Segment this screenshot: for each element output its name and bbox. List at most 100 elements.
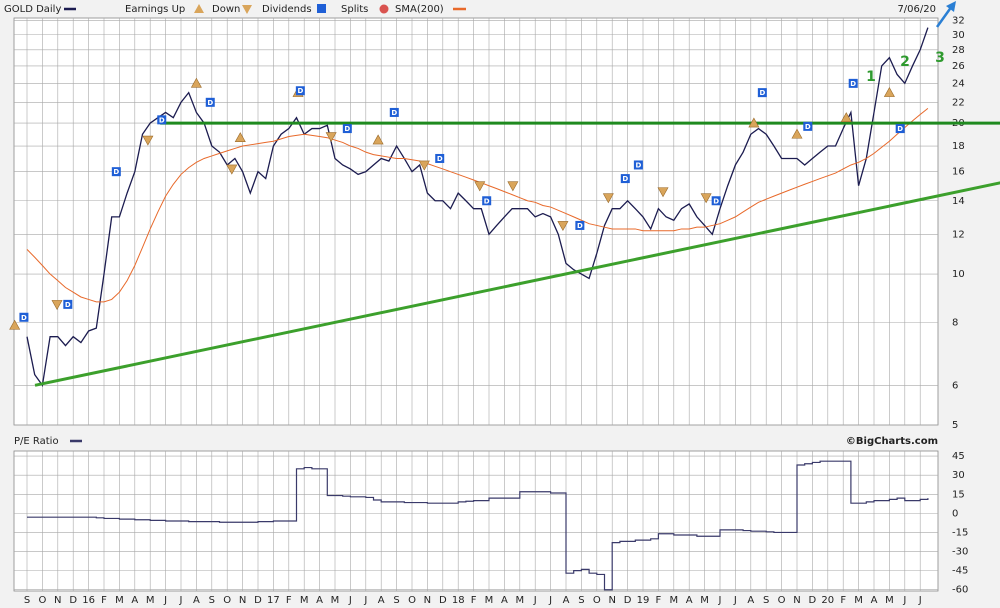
x-tick-label: A (316, 595, 323, 606)
x-tick-label: O (38, 595, 46, 606)
dividend-symbol: D (850, 80, 856, 88)
source: ©BigCharts.com (846, 436, 938, 447)
x-tick-label: A (563, 595, 570, 606)
dividend-symbol: D (391, 109, 397, 117)
x-tick-label: F (471, 595, 477, 606)
dividend-marker (342, 124, 352, 134)
x-tick-label: S (209, 595, 215, 606)
y-tick-label: 22 (952, 97, 965, 108)
dividend-marker (711, 196, 721, 206)
legend-splits: Splits (341, 4, 368, 15)
dividend-symbol: D (437, 155, 443, 163)
x-tick-label: J (179, 595, 183, 606)
annotation: 2 (900, 54, 910, 70)
y-tick-label: 12 (952, 229, 965, 240)
x-tick-label: A (193, 595, 200, 606)
x-tick-label: M (669, 595, 678, 606)
trendline (34, 181, 1000, 387)
dividend-marker (848, 78, 858, 88)
series-legend: GOLD Daily (4, 4, 61, 15)
arrow (935, 5, 954, 28)
annotation: 1 (866, 69, 876, 85)
earnings-down-marker (507, 181, 519, 192)
x-tick-label: J (363, 595, 367, 606)
x-tick-label: J (348, 595, 352, 606)
x-tick-label: D (809, 595, 817, 606)
y-tick-label: -30 (952, 547, 968, 558)
dividend-marker (295, 86, 305, 96)
x-tick-label: M (300, 595, 309, 606)
x-tick-label: M (331, 595, 340, 606)
x-tick-label: J (918, 595, 922, 606)
dividend-marker (803, 121, 813, 131)
dividend-symbol: D (759, 89, 765, 97)
dividend-symbol: D (21, 314, 27, 322)
legend-icon (317, 4, 326, 13)
dividend-symbol: D (635, 161, 641, 169)
x-tick-label: J (533, 595, 537, 606)
x-tick-label: 19 (637, 595, 650, 606)
earnings-up-marker (840, 112, 852, 122)
x-tick-label: M (885, 595, 894, 606)
dividend-marker (205, 97, 215, 107)
x-tick-label: J (733, 595, 737, 606)
dividend-marker (633, 160, 643, 170)
x-tick-label: N (793, 595, 800, 606)
dividend-symbol: D (897, 125, 903, 133)
x-tick-label: M (146, 595, 155, 606)
x-tick-label: N (54, 595, 61, 606)
x-tick-label: S (763, 595, 769, 606)
x-tick-label: O (223, 595, 231, 606)
x-tick-label: O (408, 595, 416, 606)
y-tick-label: 5 (952, 420, 958, 431)
dividend-symbol: D (805, 123, 811, 131)
legend-icon (379, 4, 389, 14)
x-tick-label: F (656, 595, 662, 606)
earnings-down-marker (142, 135, 154, 146)
dividend-symbol: D (207, 99, 213, 107)
y-tick-label: 15 (952, 489, 965, 500)
earnings-up-marker (883, 87, 895, 97)
x-tick-label: A (747, 595, 754, 606)
x-tick-label: 16 (82, 595, 95, 606)
earnings-down-marker (325, 132, 337, 143)
dividend-symbol: D (113, 168, 119, 176)
earnings-up-marker (234, 132, 246, 143)
y-tick-label: 16 (952, 167, 965, 178)
dividend-symbol: D (713, 197, 719, 205)
y-tick-label: 32 (952, 16, 965, 27)
y-tick-label: 30 (952, 470, 965, 481)
y-tick-label: 14 (952, 196, 965, 207)
x-tick-label: A (501, 595, 508, 606)
legend-dividends: Dividends (262, 4, 312, 15)
dividend-marker (111, 167, 121, 177)
earnings-up-marker (748, 117, 760, 128)
y-tick-label: 10 (952, 269, 965, 280)
x-tick-label: F (840, 595, 846, 606)
x-tick-label: S (393, 595, 399, 606)
x-tick-label: N (239, 595, 246, 606)
dividend-symbol: D (65, 301, 71, 309)
legend-sma: SMA(200) (395, 4, 444, 15)
x-tick-label: A (131, 595, 138, 606)
dividend-marker (757, 88, 767, 98)
earnings-down-marker (602, 193, 614, 204)
y-tick-label: -45 (952, 566, 968, 577)
earnings-up-marker (9, 319, 21, 330)
y-tick-label: 28 (952, 45, 965, 56)
annotation: 3 (935, 50, 945, 66)
x-tick-label: J (548, 595, 552, 606)
y-tick-label: 0 (952, 508, 958, 519)
x-tick-label: S (578, 595, 584, 606)
dividend-symbol: D (484, 197, 490, 205)
x-tick-label: F (101, 595, 107, 606)
dividend-marker (19, 312, 29, 322)
y-tick-label: 45 (952, 451, 965, 462)
earnings-down-marker (557, 221, 569, 232)
earnings-down-marker (657, 187, 669, 198)
x-tick-label: D (69, 595, 77, 606)
earnings-down-marker (51, 300, 63, 310)
dividend-marker (482, 196, 492, 206)
y-tick-label: 26 (952, 61, 965, 72)
